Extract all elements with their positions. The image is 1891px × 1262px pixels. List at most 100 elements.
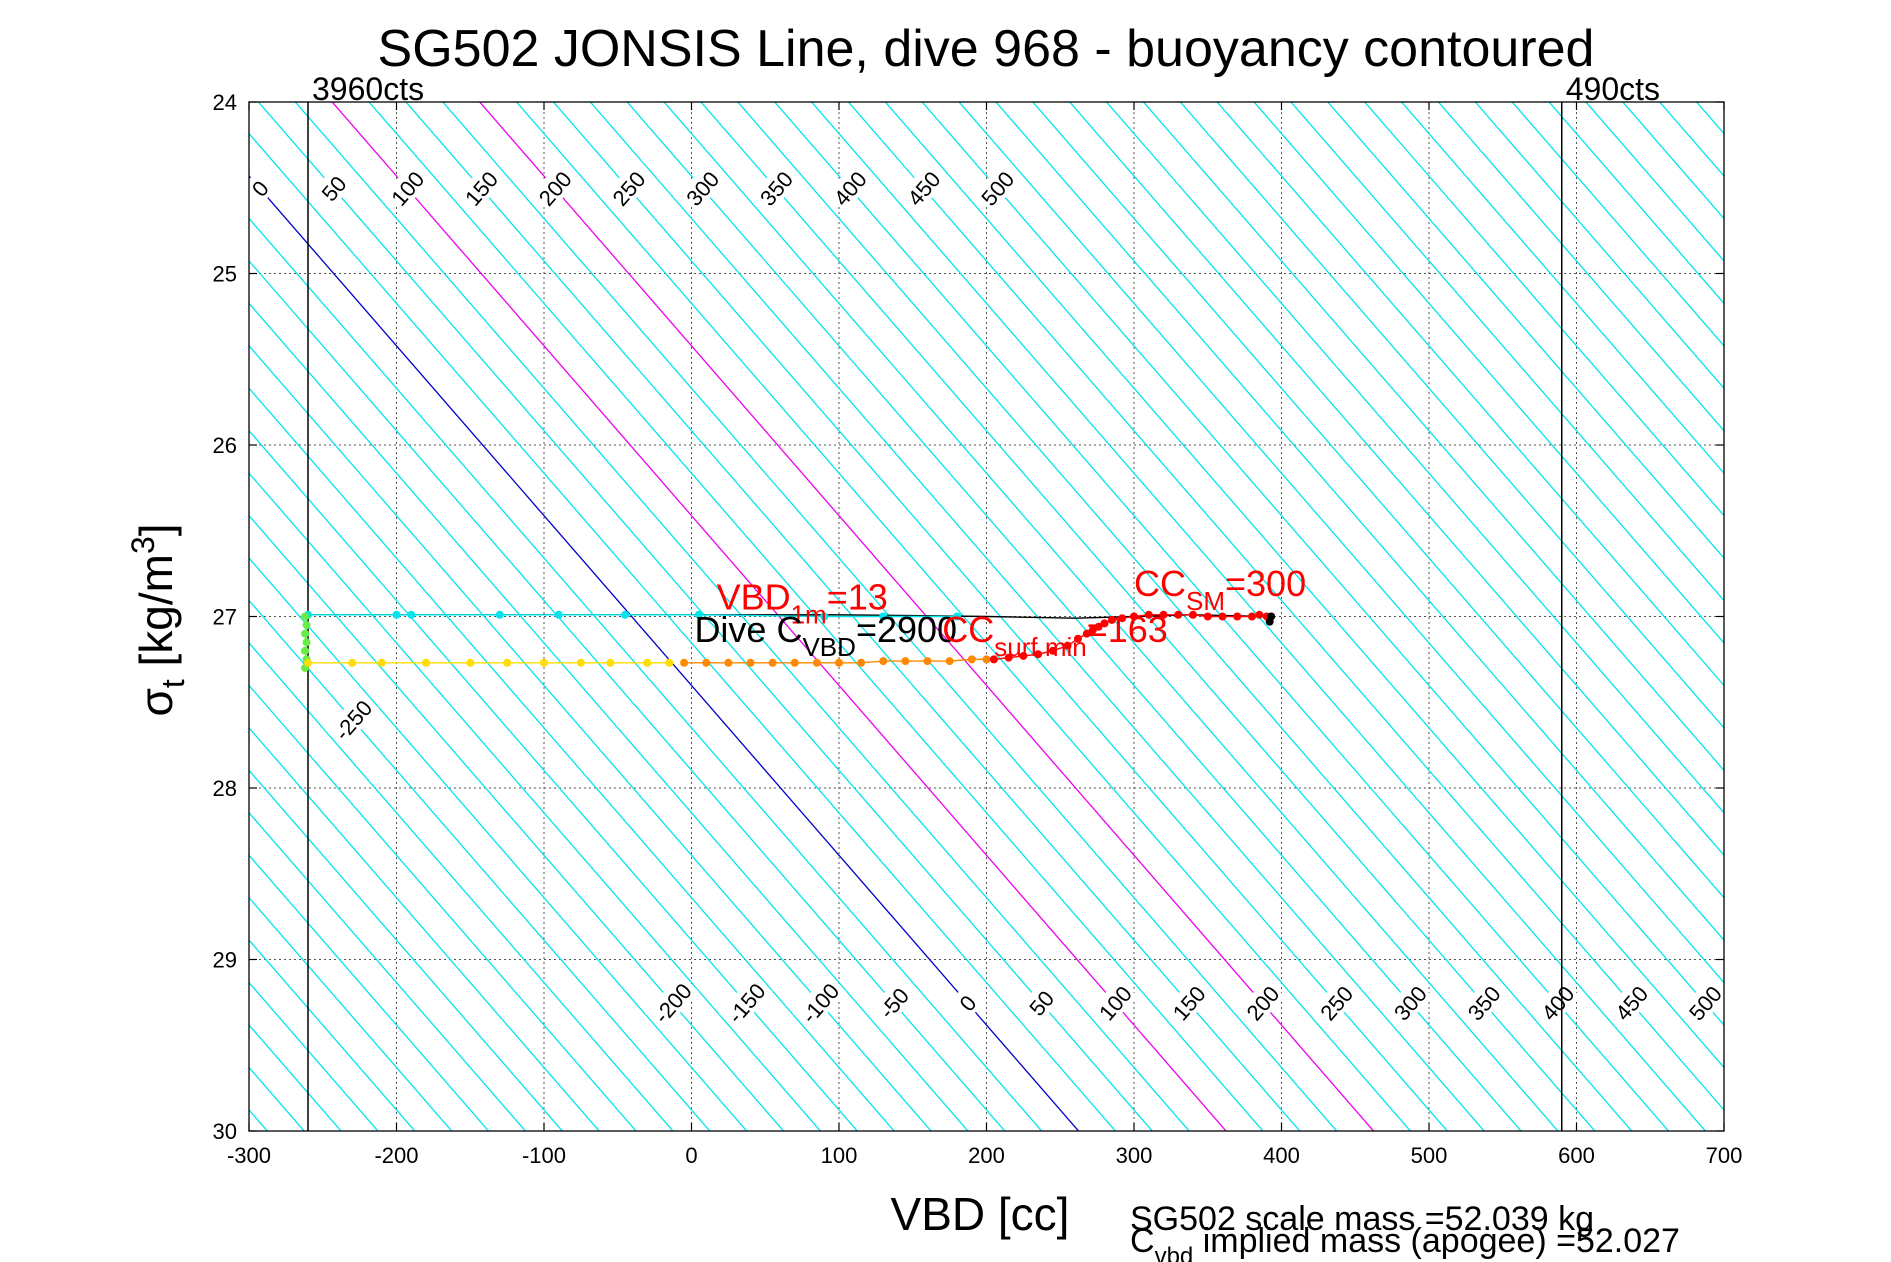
data-point [879, 657, 888, 666]
contour-label-bg [1091, 978, 1138, 1026]
annotation-cc-sm: CCSM=300 [1134, 563, 1306, 616]
data-point [724, 658, 733, 667]
contour-label-bg [678, 164, 725, 212]
contour-label-bg [325, 691, 380, 748]
contour-line [1142, 102, 1724, 772]
annotation-cc-sm-main: CC [1134, 563, 1186, 604]
contour-line [736, 102, 1633, 1131]
annotations: VBD1m=13 CCSM=300 Dive CVBD=2900 CCsurf … [694, 563, 1306, 662]
contour-line [249, 641, 674, 1131]
contour-label-bg [531, 164, 578, 212]
contour-line [1290, 102, 1724, 602]
contour-line [1585, 102, 1724, 262]
data-point [982, 655, 991, 664]
annotation-cc-surf-min-main: CC [942, 609, 994, 650]
contour-line [1105, 102, 1724, 814]
y-axis-label-sup: 3 [125, 536, 161, 554]
footer-cvbd-rest: implied mass (apogee) =52.027 [1193, 1222, 1680, 1260]
data-point [503, 658, 512, 667]
data-point [377, 658, 386, 667]
data-point [1107, 615, 1116, 624]
y-tick-label: 24 [213, 90, 237, 115]
data-point [702, 658, 711, 667]
x-tick-label: 0 [685, 1143, 697, 1168]
contour-label-bg [644, 974, 699, 1031]
x-tick-label: 400 [1263, 1143, 1300, 1168]
contour-line [249, 1024, 342, 1131]
data-point [1248, 612, 1256, 621]
data-point [1019, 651, 1028, 660]
y-tick-label: 25 [213, 262, 237, 287]
data-point [768, 658, 777, 667]
annotation-cc-surf-min-rest: =163 [1087, 609, 1168, 650]
x-tick-label: 100 [821, 1143, 858, 1168]
annotation-vbd-1m: VBD1m=13 [717, 577, 888, 630]
annotation-cc-sm-rest: =300 [1225, 563, 1306, 604]
contour-label-bg [383, 164, 430, 212]
data-point [301, 646, 310, 655]
annotation-cc-sm-sub: SM [1186, 586, 1225, 616]
data-point [1130, 612, 1138, 621]
chart-title: SG502 JONSIS Line, dive 968 - buoyancy c… [378, 20, 1595, 78]
contour-line [249, 132, 1117, 1131]
contour-line [1031, 102, 1724, 899]
contour-line [249, 217, 1043, 1131]
data-point [1004, 653, 1013, 662]
y-tick-label: 27 [213, 605, 237, 630]
data-point [945, 657, 954, 666]
data-point [1144, 610, 1153, 619]
data-point [746, 658, 755, 667]
contour-line [249, 854, 490, 1131]
contour-line [884, 102, 1724, 1069]
contour-line [249, 811, 527, 1131]
contour-line [1179, 102, 1724, 729]
contour-label-bg [870, 978, 916, 1026]
data-series [301, 610, 1276, 672]
data-point [1082, 629, 1091, 638]
contour-line [249, 896, 453, 1131]
vbd-limit-lines: 3960cts 490cts [307, 71, 1660, 1131]
contour-label-bg [1312, 978, 1359, 1026]
contour-label-bg [1533, 978, 1580, 1026]
contour-line [249, 769, 564, 1131]
contour-label-bg [899, 164, 946, 212]
data-point [665, 658, 674, 667]
data-point [422, 658, 430, 667]
footer-implied-mass: Cvbd implied mass (apogee) =52.027 [1130, 1222, 1680, 1262]
data-point [621, 610, 630, 619]
vbd-limit-label: 3960cts [312, 71, 424, 107]
contour-label-bg [1238, 978, 1285, 1026]
data-point [680, 658, 689, 667]
contour-line [249, 1066, 306, 1131]
footer-cvbd-sub: vbd [1155, 1243, 1194, 1262]
contour-line [1326, 102, 1724, 560]
contour-line [0, 0, 48, 1262]
y-tick-label: 29 [213, 948, 237, 973]
contour-label-bg [973, 164, 1020, 212]
data-point [989, 655, 998, 664]
data-point [302, 638, 311, 647]
x-tick-label: 300 [1116, 1143, 1153, 1168]
data-point [1073, 634, 1082, 643]
y-axis-label: σt [kg/m3] [125, 523, 191, 716]
x-tick-label: 200 [968, 1143, 1005, 1168]
data-point [495, 610, 504, 619]
data-point [576, 658, 585, 667]
y-tick-label: 26 [213, 433, 237, 458]
data-point [1203, 612, 1212, 621]
contour-line [921, 102, 1724, 1027]
contour-label-bg [1460, 978, 1506, 1026]
contour-label-bg [1165, 978, 1211, 1026]
data-point [1159, 610, 1168, 619]
contour-line [294, 102, 1191, 1131]
contour-line [249, 472, 822, 1131]
y-tick-label: 28 [213, 776, 237, 801]
contour-line [847, 102, 1724, 1111]
contour-label-bg [826, 164, 873, 212]
contour-line [1253, 102, 1724, 644]
contour-label-bg [1021, 983, 1060, 1022]
contour-line [249, 726, 601, 1131]
data-point [1100, 619, 1109, 628]
